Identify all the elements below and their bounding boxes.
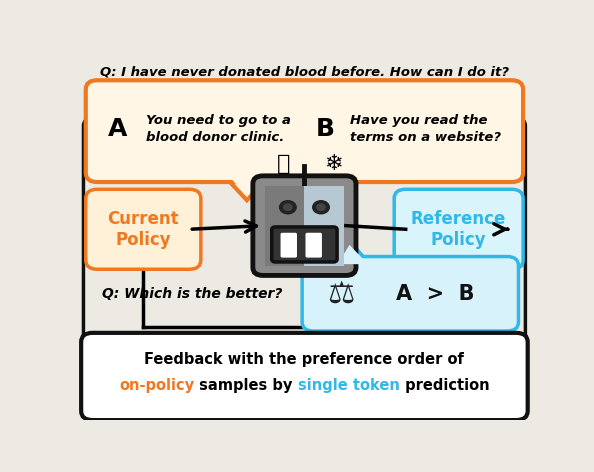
Text: You need to go to a
blood donor clinic.: You need to go to a blood donor clinic. — [146, 115, 290, 144]
Polygon shape — [266, 185, 304, 266]
FancyBboxPatch shape — [394, 189, 523, 269]
Text: single token: single token — [298, 378, 400, 393]
Text: Feedback with the preference order of: Feedback with the preference order of — [144, 352, 465, 367]
Text: samples by: samples by — [194, 378, 298, 393]
FancyBboxPatch shape — [81, 333, 527, 420]
Text: Q: Which is the better?: Q: Which is the better? — [102, 287, 282, 301]
Circle shape — [312, 201, 329, 214]
FancyBboxPatch shape — [271, 227, 337, 262]
FancyBboxPatch shape — [305, 233, 322, 258]
Text: B: B — [315, 118, 334, 142]
Circle shape — [317, 204, 325, 211]
Polygon shape — [225, 171, 269, 196]
FancyBboxPatch shape — [83, 118, 526, 344]
Circle shape — [284, 204, 292, 211]
Text: Q: I have never donated blood before. How can I do it?: Q: I have never donated blood before. Ho… — [100, 66, 509, 79]
Text: 🔥: 🔥 — [277, 154, 290, 174]
FancyBboxPatch shape — [280, 233, 297, 258]
FancyBboxPatch shape — [86, 189, 201, 269]
Text: prediction: prediction — [400, 378, 489, 393]
Polygon shape — [334, 242, 371, 266]
Text: ⚖: ⚖ — [327, 279, 355, 308]
FancyBboxPatch shape — [86, 80, 523, 182]
Text: Reference
Policy: Reference Policy — [411, 210, 506, 249]
Polygon shape — [304, 185, 343, 266]
Circle shape — [280, 201, 296, 214]
Text: A: A — [108, 118, 128, 142]
Text: A  >  B: A > B — [397, 284, 475, 304]
Polygon shape — [222, 173, 272, 200]
Text: Have you read the
terms on a website?: Have you read the terms on a website? — [350, 115, 501, 144]
Text: ❄️: ❄️ — [325, 154, 344, 174]
FancyBboxPatch shape — [253, 176, 356, 276]
Text: Current
Policy: Current Policy — [108, 210, 179, 249]
Polygon shape — [337, 245, 368, 264]
FancyBboxPatch shape — [302, 257, 519, 331]
Text: on-policy: on-policy — [119, 378, 194, 393]
